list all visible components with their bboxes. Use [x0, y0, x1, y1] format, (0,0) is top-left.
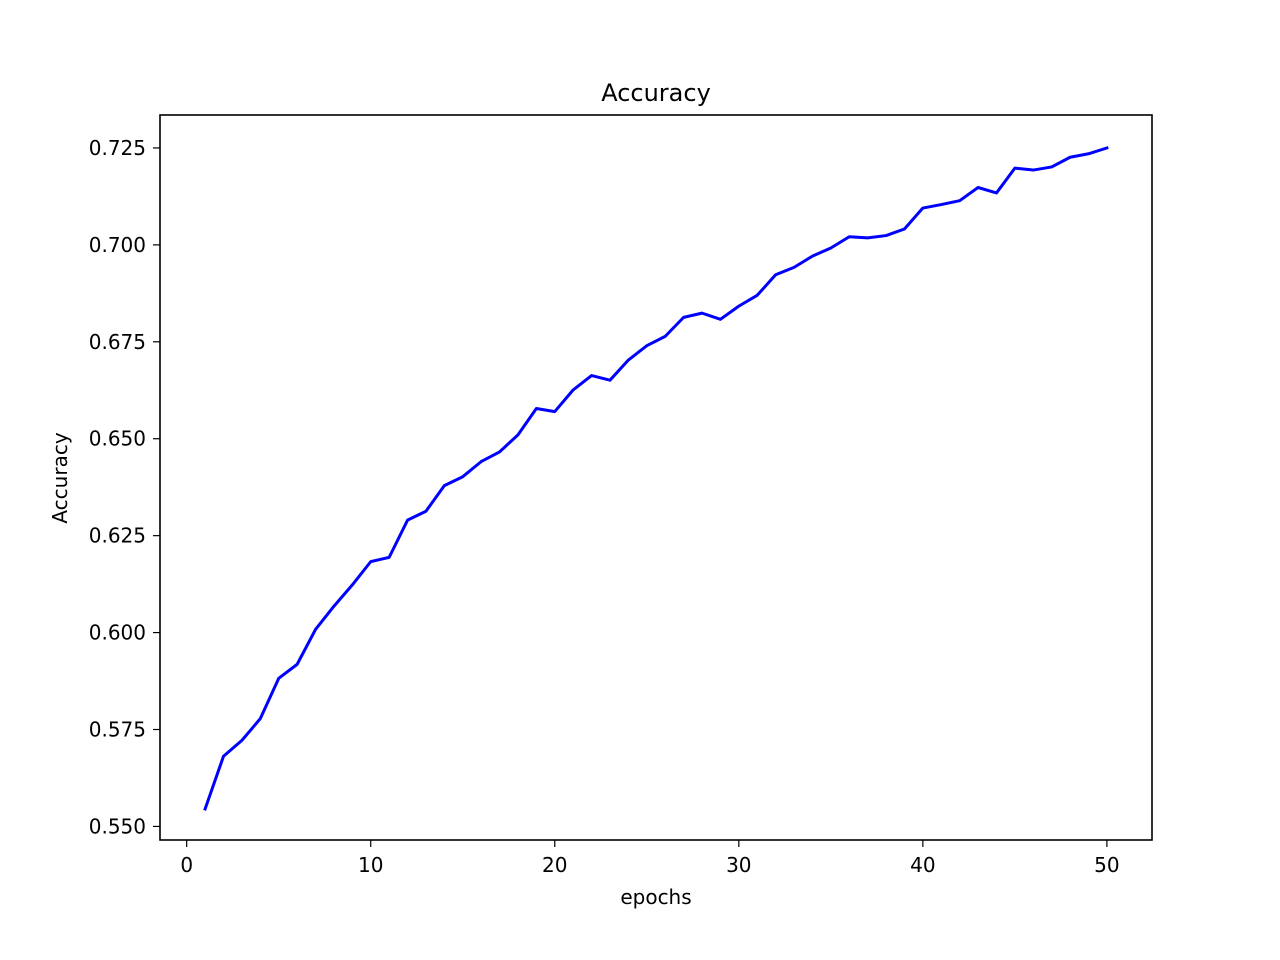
axes-frame [159, 114, 1153, 841]
x-tick-label: 20 [542, 853, 567, 877]
x-tick-label: 40 [910, 853, 935, 877]
y-tick-label: 0.600 [89, 621, 146, 645]
y-axis-label: Accuracy [48, 432, 72, 523]
y-tick-label: 0.625 [89, 524, 146, 548]
y-tick-label: 0.575 [89, 718, 146, 742]
x-axis-label: epochs [620, 885, 691, 909]
chart-title: Accuracy [601, 79, 711, 107]
x-tick-label: 30 [726, 853, 751, 877]
y-tick-label: 0.725 [89, 136, 146, 160]
plot-area: 0 10 20 30 40 50 0.550 0.575 0.600 0.625 0.650 0.67… [89, 114, 1153, 877]
y-tick-label: 0.675 [89, 330, 146, 354]
y-tick-label: 0.650 [89, 427, 146, 451]
x-tick-label: 10 [358, 853, 383, 877]
y-tick-label: 0.700 [89, 233, 146, 257]
x-tick-label: 0 [180, 853, 193, 877]
accuracy-line [203, 146, 1109, 811]
y-tick-label: 0.550 [89, 814, 146, 838]
x-tick-label: 50 [1094, 853, 1119, 877]
